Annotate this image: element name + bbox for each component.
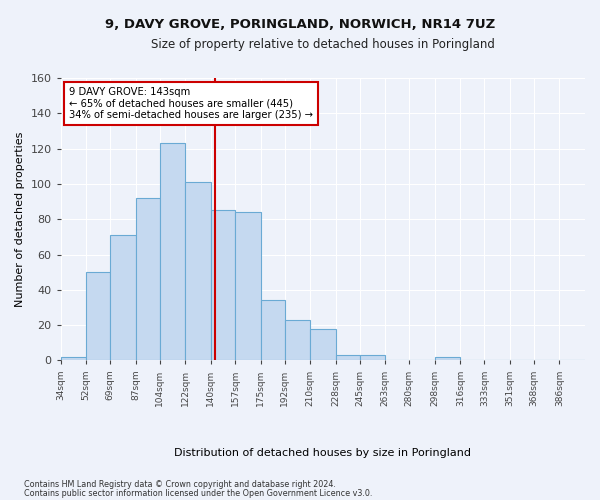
Bar	[136, 198, 160, 360]
Title: Size of property relative to detached houses in Poringland: Size of property relative to detached ho…	[151, 38, 495, 51]
Bar	[160, 144, 185, 360]
Text: Contains public sector information licensed under the Open Government Licence v3: Contains public sector information licen…	[24, 488, 373, 498]
Bar	[86, 272, 110, 360]
Bar	[260, 300, 284, 360]
Bar	[310, 328, 335, 360]
Text: 9 DAVY GROVE: 143sqm
← 65% of detached houses are smaller (445)
34% of semi-deta: 9 DAVY GROVE: 143sqm ← 65% of detached h…	[68, 86, 313, 120]
Text: Contains HM Land Registry data © Crown copyright and database right 2024.: Contains HM Land Registry data © Crown c…	[24, 480, 336, 489]
Bar	[211, 210, 235, 360]
Bar	[110, 235, 136, 360]
Y-axis label: Number of detached properties: Number of detached properties	[15, 132, 25, 307]
Bar	[61, 357, 86, 360]
Bar	[435, 357, 460, 360]
Bar	[185, 182, 211, 360]
Bar	[359, 355, 385, 360]
X-axis label: Distribution of detached houses by size in Poringland: Distribution of detached houses by size …	[175, 448, 472, 458]
Bar	[284, 320, 310, 360]
Bar	[335, 355, 359, 360]
Text: 9, DAVY GROVE, PORINGLAND, NORWICH, NR14 7UZ: 9, DAVY GROVE, PORINGLAND, NORWICH, NR14…	[105, 18, 495, 30]
Bar	[235, 212, 260, 360]
